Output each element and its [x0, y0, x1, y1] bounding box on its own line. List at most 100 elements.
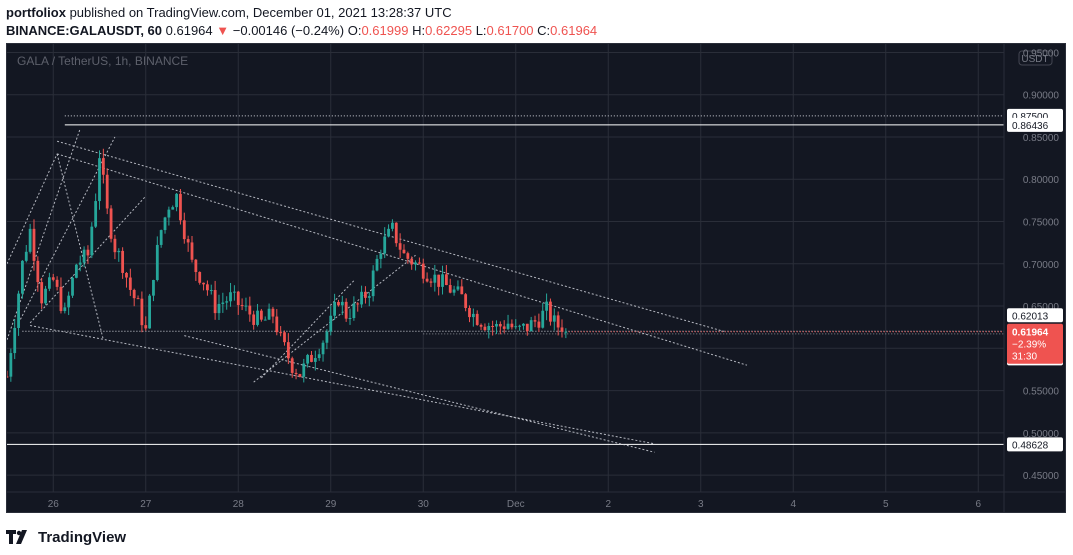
ohlc-line: BINANCE:GALAUSDT, 60 0.61964 ▼ −0.00146 … — [6, 22, 1066, 40]
candle-body — [352, 303, 356, 319]
candlestick-series[interactable] — [7, 148, 568, 383]
candle-body — [163, 217, 167, 231]
candle-body — [348, 318, 352, 320]
candle-body — [259, 310, 263, 320]
candle-body — [364, 291, 367, 298]
x-tick-label: 29 — [325, 499, 337, 510]
price-label-box — [1007, 117, 1063, 132]
candle-body — [313, 358, 317, 362]
candle-body — [44, 288, 47, 304]
trend-drawings[interactable] — [7, 115, 1004, 453]
candle-body — [279, 332, 283, 334]
candle-body — [71, 277, 74, 296]
candle-body — [549, 301, 552, 322]
candle-body — [522, 323, 525, 326]
price-axis[interactable]: USDT 0.95000 0.90000 0.85000 0.80000 0.75000… — [1003, 44, 1065, 512]
candle-body — [525, 323, 529, 332]
candle-body — [560, 327, 564, 332]
candle-body — [425, 278, 429, 282]
candle-body — [252, 314, 256, 325]
candle-body — [179, 193, 182, 221]
candle-body — [367, 296, 371, 298]
candle-body — [175, 193, 178, 208]
candle-body — [232, 291, 236, 293]
candle-body — [47, 277, 51, 289]
candle-body — [7, 376, 9, 378]
candle-body — [514, 326, 518, 328]
candle-body — [537, 321, 541, 328]
candle-body — [406, 253, 410, 259]
change-value: −0.00146 (−0.24%) — [232, 23, 345, 38]
candle-body — [221, 302, 225, 304]
candle-body — [140, 298, 144, 326]
candle-body — [74, 264, 78, 278]
candle-body — [105, 174, 109, 209]
candle-body — [206, 284, 209, 291]
candle-body — [452, 289, 456, 293]
chart-frame[interactable]: GALA / TetherUS, 1h, BINANCE USDT 0.9500… — [6, 43, 1066, 513]
y-tick-label: 0.85000 — [1023, 133, 1060, 144]
time-axis[interactable]: 26 27 28 29 30 Dec 2 3 4 5 6 — [7, 491, 1065, 510]
currency-badge[interactable] — [1018, 50, 1053, 66]
candle-body — [448, 285, 452, 293]
candle-body — [121, 250, 125, 273]
candle-body — [213, 290, 217, 314]
candle-body — [275, 316, 279, 333]
candle-body — [479, 324, 483, 327]
candle-body — [391, 222, 394, 229]
candle-body — [344, 301, 348, 319]
y-tick-label: 0.90000 — [1023, 91, 1060, 102]
tradingview-logo-icon — [6, 530, 27, 544]
price-label: 0.62013 — [1012, 311, 1049, 322]
candle-body — [433, 274, 437, 283]
candle-body — [340, 301, 344, 306]
y-tick-label: 0.75000 — [1023, 218, 1060, 229]
candle-body — [533, 320, 537, 322]
candle-body — [59, 286, 63, 312]
candle-body — [271, 308, 275, 317]
candle-body — [159, 230, 163, 245]
candle-body — [356, 303, 360, 305]
candle-body — [225, 301, 229, 303]
candle-body — [464, 294, 468, 308]
candle-body — [244, 305, 248, 307]
current-price-box — [1007, 323, 1063, 364]
open-label: O: — [347, 23, 362, 38]
candle-body — [202, 282, 205, 285]
candle-body — [491, 325, 495, 327]
candle-body — [229, 292, 232, 302]
candle-body — [128, 277, 132, 290]
price-chart[interactable]: GALA / TetherUS, 1h, BINANCE USDT 0.9500… — [7, 44, 1065, 512]
countdown-label: 31:30 — [1012, 352, 1037, 363]
candle-body — [510, 323, 514, 328]
candle-body — [333, 301, 337, 316]
candle-body — [209, 290, 213, 292]
candle-body — [329, 315, 333, 332]
candle-body — [456, 286, 460, 290]
candle-body — [306, 354, 310, 364]
y-tick-label: 0.45000 — [1023, 471, 1060, 482]
tradingview-logo-text[interactable]: TradingView — [38, 528, 127, 546]
candle-body — [117, 250, 121, 253]
candle-body — [148, 295, 152, 329]
candle-body — [90, 226, 94, 256]
author-name[interactable]: portfoliox — [6, 5, 66, 20]
candle-body — [325, 331, 329, 343]
candle-body — [152, 280, 155, 296]
candle-body — [444, 274, 448, 286]
candle-body — [394, 222, 398, 244]
candle-body — [78, 262, 82, 265]
candle-body — [471, 313, 475, 318]
candle-body — [502, 326, 506, 329]
price-label: 0.86436 — [1012, 121, 1049, 132]
change-down-icon: ▼ — [216, 23, 230, 38]
low-value: 0.61700 — [486, 23, 534, 38]
candle-body — [421, 263, 425, 279]
candle-body — [286, 342, 290, 359]
candle-body — [556, 315, 560, 328]
channel-line — [56, 153, 748, 366]
candle-body — [283, 332, 286, 343]
chart-grid — [7, 44, 1004, 492]
candle-body — [441, 274, 444, 287]
candle-body — [217, 303, 221, 314]
